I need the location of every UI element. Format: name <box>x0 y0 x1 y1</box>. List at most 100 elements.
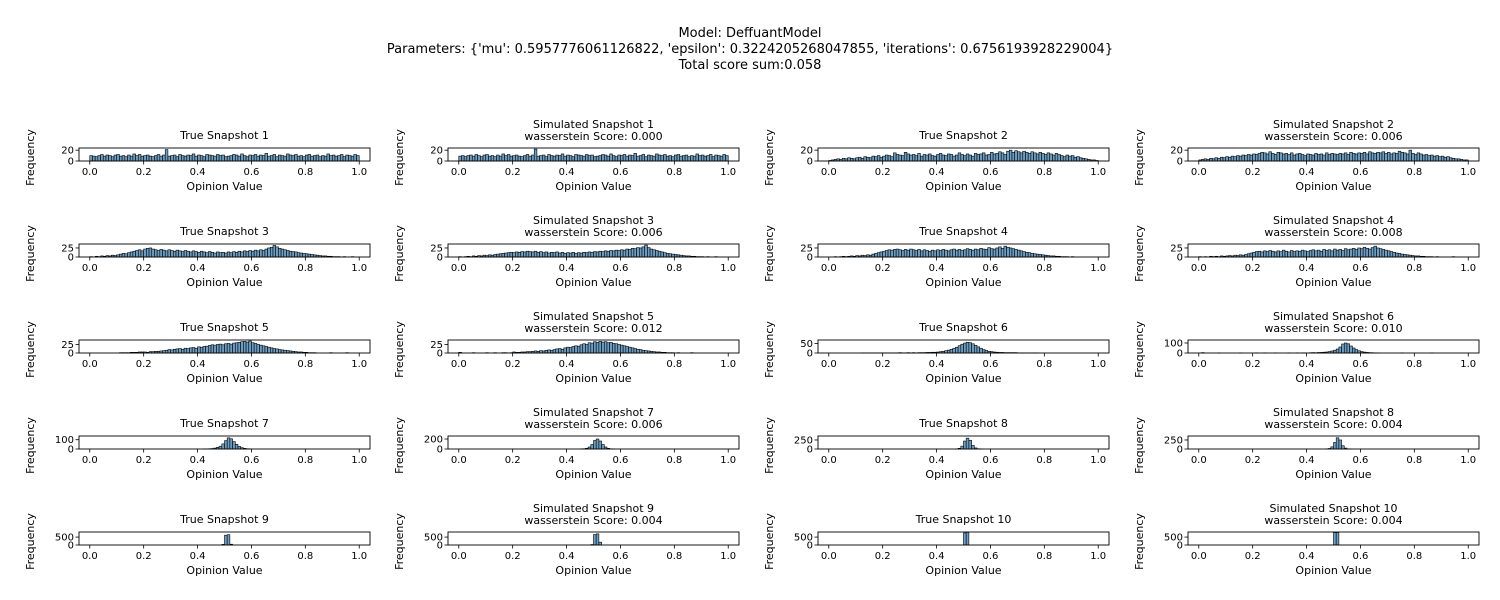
panel-title: True Snapshot 8 <box>918 417 1008 430</box>
histogram-bar <box>547 349 551 354</box>
histogram-bar <box>181 348 185 354</box>
histogram-bar <box>1263 152 1267 162</box>
panel-title: Simulated Snapshot 1 <box>533 118 654 131</box>
histogram-bar <box>941 154 945 162</box>
histogram-bar <box>1308 154 1313 162</box>
histogram-bar <box>167 249 171 258</box>
histogram-bar <box>574 345 578 354</box>
histogram-bar <box>1014 249 1018 258</box>
histogram-bar <box>248 154 252 162</box>
histogram-bar <box>863 156 867 162</box>
histogram-bar <box>291 251 295 258</box>
histogram-bar <box>137 154 142 162</box>
x-tick-label: 0.6 <box>1352 167 1368 178</box>
histogram-bar <box>893 152 897 162</box>
histogram-bar <box>874 253 878 258</box>
histogram-bar <box>162 154 166 162</box>
x-tick-label: 1.0 <box>351 167 367 178</box>
histogram-bar <box>585 344 589 354</box>
histogram-bar <box>108 155 112 162</box>
histogram-bar <box>965 437 970 450</box>
histogram-bar <box>690 155 694 162</box>
histogram-bar <box>1365 248 1369 258</box>
x-tick-label: 1.0 <box>351 359 367 370</box>
histogram-bar <box>137 249 142 258</box>
histogram-bar <box>1000 152 1005 162</box>
histogram-bar <box>1244 155 1248 162</box>
histogram-bar <box>963 249 967 258</box>
histogram-bar <box>960 250 964 258</box>
x-axis-label: Opinion Value <box>925 564 1001 577</box>
histogram-bar <box>976 154 980 162</box>
plot-frame <box>78 339 371 354</box>
histogram-bar <box>221 344 225 354</box>
histogram-bar <box>695 153 699 162</box>
histogram-bar <box>571 346 575 354</box>
histogram-bar <box>668 253 672 258</box>
histogram-bar <box>283 249 287 258</box>
histogram-bar <box>105 154 109 162</box>
x-axis-label: Opinion Value <box>925 276 1001 289</box>
histogram-bar <box>1335 154 1340 162</box>
histogram-bar <box>550 252 554 258</box>
histogram-bar <box>353 154 357 162</box>
histogram-bar <box>560 348 565 354</box>
histogram-bar <box>1009 149 1013 162</box>
histogram-bar <box>930 155 935 162</box>
histogram-bar <box>636 348 640 354</box>
histogram-bar <box>560 252 565 258</box>
panel-score: wasserstein Score: 0.006 <box>1264 130 1402 143</box>
histogram-bar <box>1279 152 1283 162</box>
histogram-bar <box>544 251 548 258</box>
histogram-bar <box>302 253 306 258</box>
x-tick-label: 1.0 <box>1090 551 1106 562</box>
histogram-bar <box>558 155 562 162</box>
histogram-bar <box>990 152 994 162</box>
histogram-bar <box>1335 437 1340 450</box>
x-tick-label: 0.4 <box>1299 263 1315 274</box>
histogram-bar <box>224 156 228 162</box>
histogram-bar <box>617 250 621 258</box>
histogram-bar <box>660 155 664 162</box>
histogram-bar <box>566 154 570 162</box>
histogram-bar <box>135 250 139 258</box>
y-tick-label: 0 <box>68 541 74 552</box>
panel-score: wasserstein Score: 0.006 <box>524 226 662 239</box>
histogram-bar <box>170 250 174 258</box>
histogram-bar <box>1030 253 1034 258</box>
histogram-bar <box>202 156 206 162</box>
histogram-bar <box>229 252 233 258</box>
model-title: Model: DeffuantModel <box>678 26 822 41</box>
histogram-bar <box>630 155 635 162</box>
x-tick-label: 0.2 <box>1245 167 1261 178</box>
x-tick-label: 0.2 <box>505 167 521 178</box>
histogram-bar <box>676 154 681 162</box>
histogram-bar <box>132 250 136 258</box>
y-tick-label: 20 <box>800 146 813 157</box>
histogram-bar <box>1222 157 1227 162</box>
panel-title: True Snapshot 5 <box>179 321 269 334</box>
histogram-bar <box>590 154 594 162</box>
plot-frame <box>1187 531 1480 546</box>
histogram-bar <box>1341 250 1345 258</box>
histogram-bar <box>620 249 624 258</box>
histogram-bar <box>1314 153 1318 162</box>
histogram-bar <box>245 251 250 258</box>
histogram-bar <box>644 156 648 162</box>
x-tick-label: 0.2 <box>505 359 521 370</box>
histogram-bar <box>1370 152 1375 162</box>
histogram-bar <box>221 252 225 258</box>
plot-frame <box>1187 339 1480 354</box>
histogram-bar <box>1354 349 1359 354</box>
histogram-bar <box>965 248 970 258</box>
histogram-bar <box>714 154 718 162</box>
histogram-bar <box>1397 150 1402 162</box>
histogram-bar <box>1233 156 1237 162</box>
histogram-bar <box>609 342 613 354</box>
histogram-bar <box>1349 248 1353 258</box>
histogram-panel: True Snapshot 3 0.0 0.2 0.4 0.6 0.8 1.0 025 Opin… <box>24 225 371 289</box>
histogram-bar <box>94 156 99 162</box>
x-axis-label: Opinion Value <box>186 564 262 577</box>
histogram-bar <box>1076 156 1080 162</box>
